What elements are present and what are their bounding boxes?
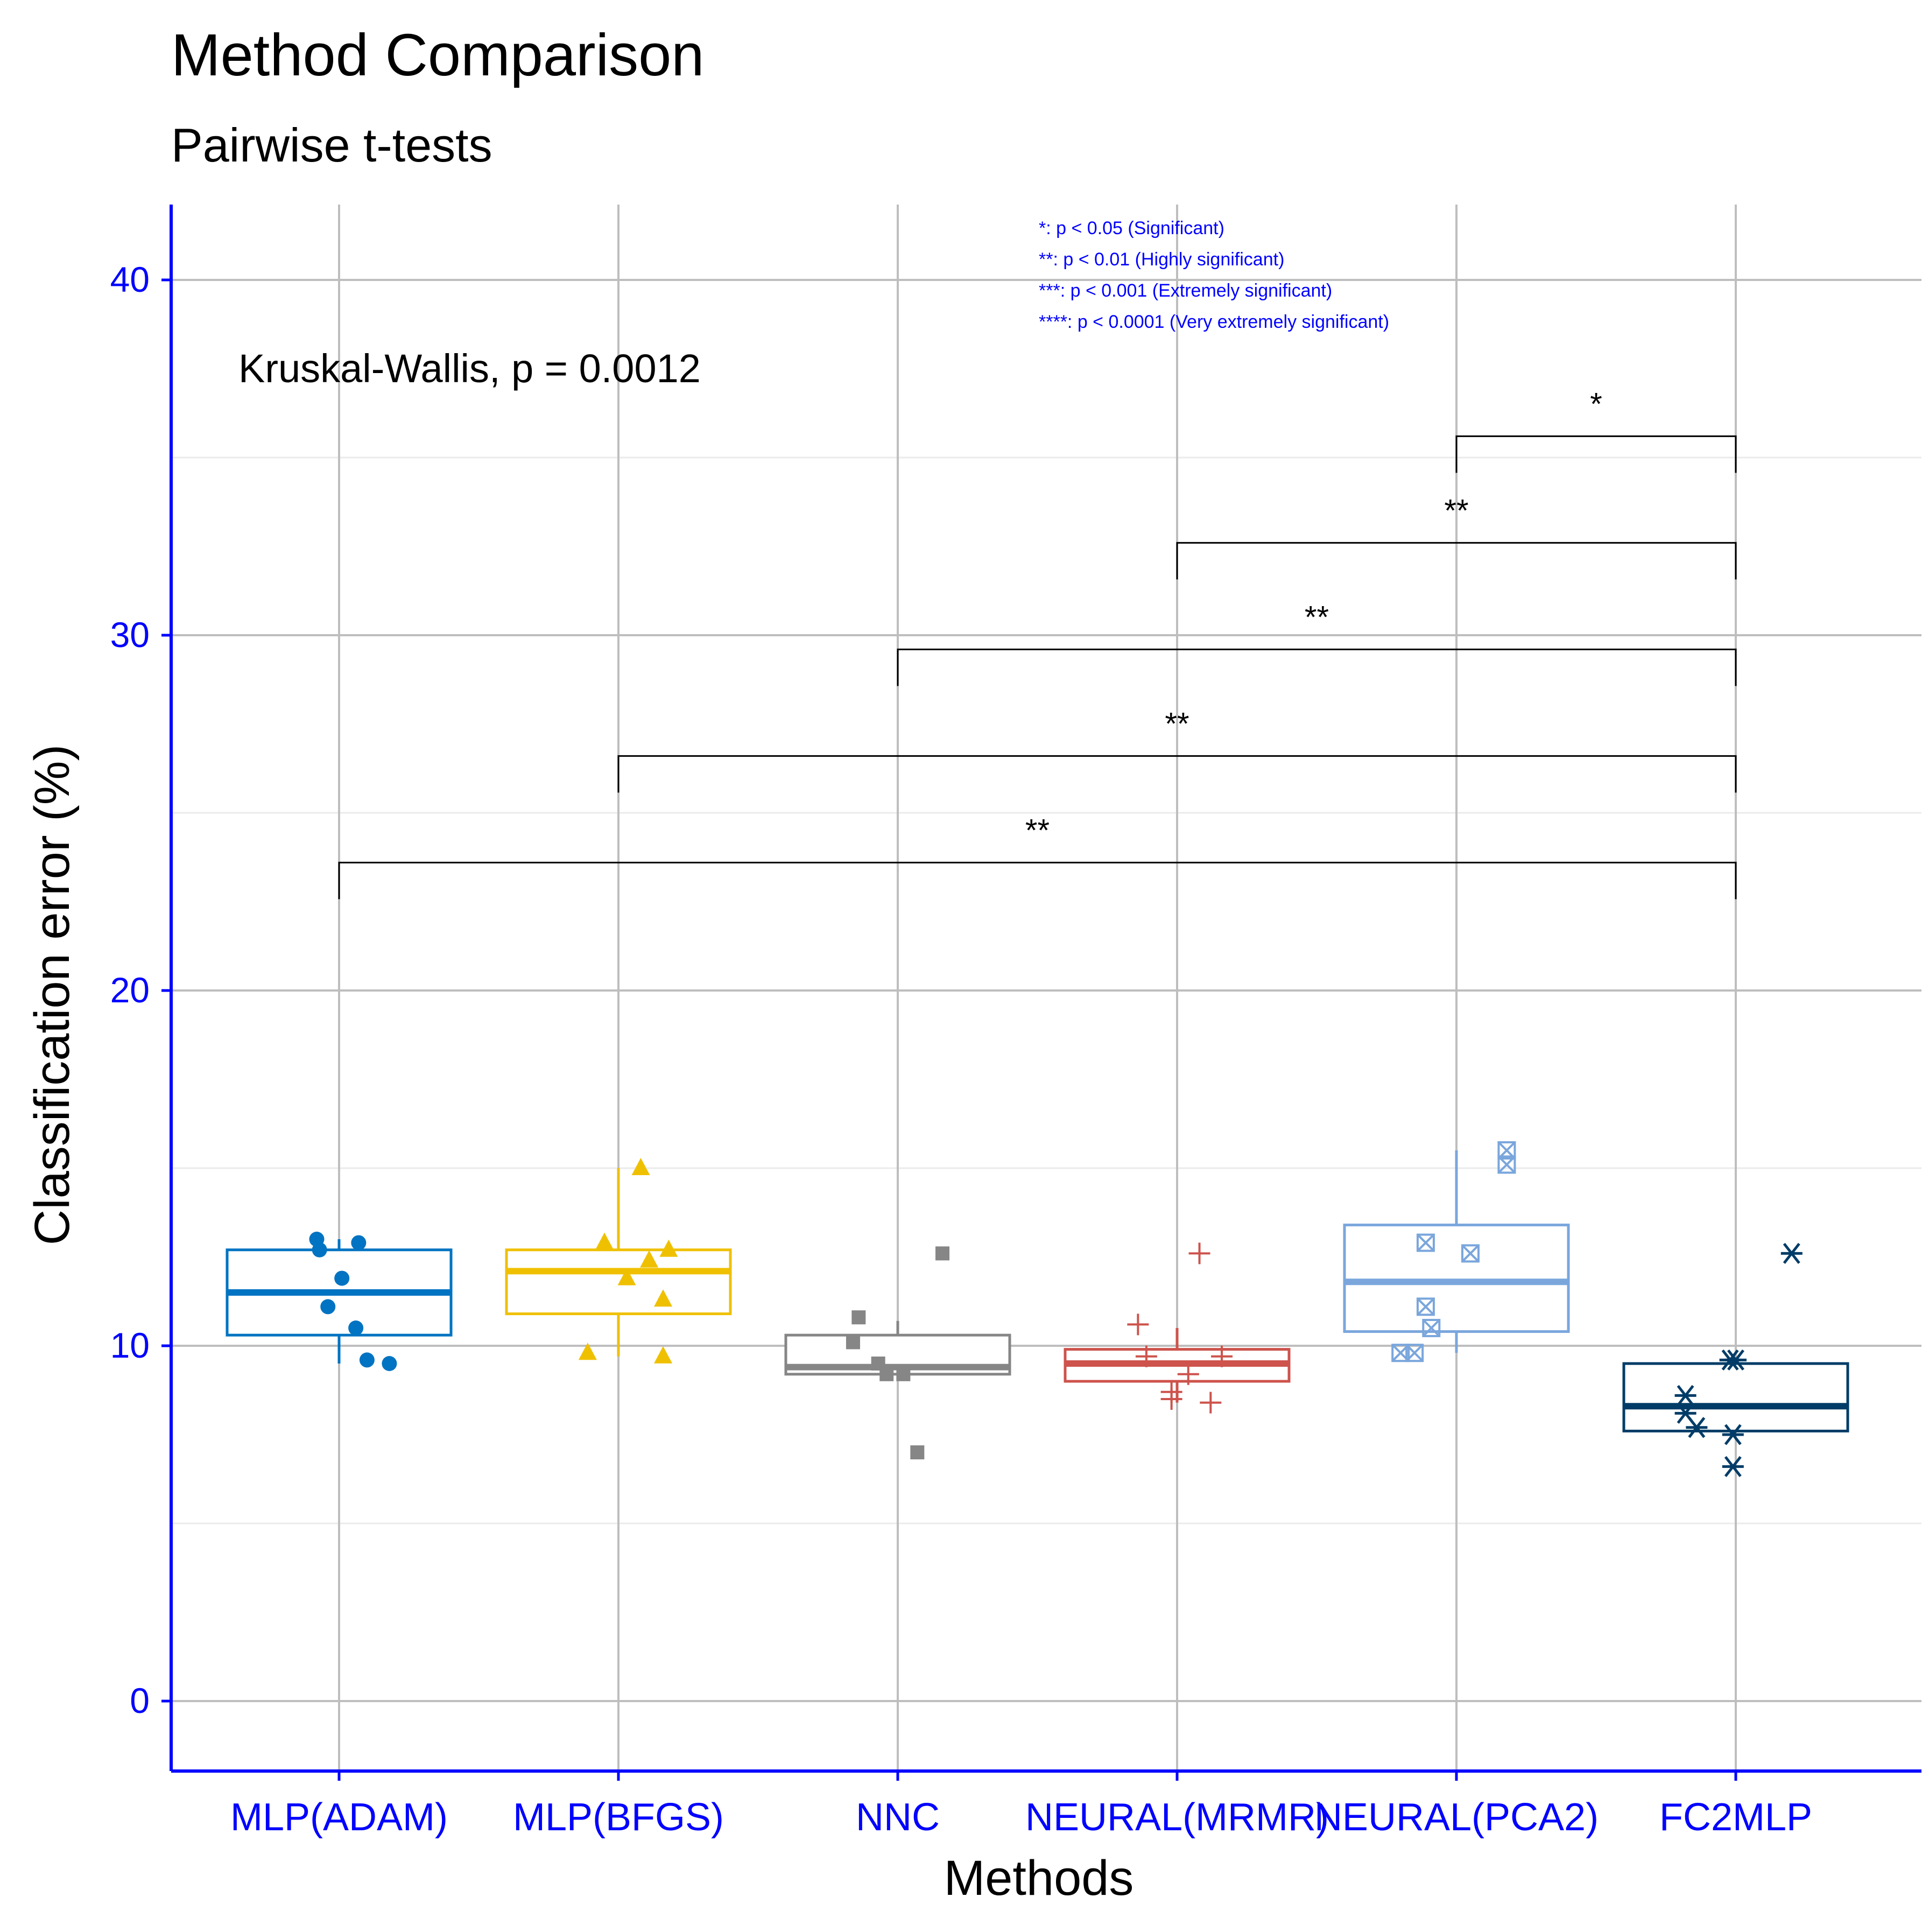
- data-point: [1725, 1349, 1747, 1371]
- data-point: [654, 1346, 673, 1364]
- data-point: [320, 1299, 336, 1315]
- data-point: [1686, 1417, 1708, 1438]
- bracket-line: [1176, 542, 1737, 580]
- data-point: [935, 1246, 950, 1261]
- point-layer: [309, 1141, 1803, 1477]
- legend-line: ***: p < 0.001 (Extremely significant): [1039, 280, 1332, 301]
- x-tick-label: NEURAL(MRMR): [1025, 1796, 1329, 1839]
- data-point: [1674, 1385, 1696, 1406]
- significance-brackets: *********: [338, 387, 1737, 900]
- y-axis-label: Classification error (%): [25, 744, 80, 1245]
- box-iqr: [1343, 1224, 1570, 1333]
- data-point: [910, 1445, 925, 1459]
- data-point: [312, 1242, 327, 1257]
- data-point: [382, 1356, 397, 1371]
- data-point: [1211, 1345, 1233, 1367]
- bracket-label: **: [1444, 493, 1468, 528]
- data-point: [1497, 1155, 1516, 1174]
- significance-bracket: **: [1176, 493, 1737, 580]
- y-tick-label: 10: [110, 1325, 150, 1365]
- data-point: [1780, 1242, 1803, 1264]
- bracket-label: *: [1590, 387, 1602, 421]
- data-point: [1722, 1424, 1744, 1445]
- bracket-line: [1455, 435, 1737, 473]
- data-point: [846, 1335, 860, 1350]
- data-point: [1416, 1297, 1435, 1316]
- data-point: [1160, 1388, 1182, 1410]
- y-tick-label: 40: [110, 259, 150, 299]
- data-point: [1416, 1233, 1435, 1252]
- data-point: [640, 1250, 659, 1268]
- legend-line: ****: p < 0.0001 (Very extremely signifi…: [1039, 312, 1389, 332]
- significance-legend: *: p < 0.05 (Significant) **: p < 0.01 (…: [1039, 218, 1389, 332]
- data-point: [1188, 1242, 1210, 1264]
- x-tick-label: NNC: [856, 1796, 940, 1839]
- axis-layer: 0 10 20 30 40 MLP(ADAM) MLP(BFGS) NNC NEURAL(MRM…: [110, 205, 1921, 1839]
- data-point: [351, 1235, 367, 1250]
- chart-subtitle: Pairwise t-tests: [171, 118, 492, 172]
- data-point: [654, 1289, 673, 1307]
- data-point: [896, 1367, 911, 1381]
- x-axis-label: Methods: [944, 1851, 1134, 1906]
- data-point: [1405, 1344, 1424, 1362]
- significance-bracket: *: [1455, 387, 1737, 473]
- bracket-label: **: [1025, 813, 1050, 848]
- x-tick-label: FC2MLP: [1659, 1796, 1812, 1839]
- grid-layer: [171, 205, 1921, 1771]
- bracket-line: [338, 861, 1737, 900]
- x-tick-label: MLP(BFGS): [513, 1796, 724, 1839]
- legend-line: **: p < 0.01 (Highly significant): [1039, 249, 1284, 270]
- significance-bracket: **: [617, 706, 1737, 793]
- significance-bracket: **: [897, 600, 1737, 686]
- legend-line: *: p < 0.05 (Significant): [1039, 218, 1224, 238]
- kruskal-wallis-annotation: Kruskal-Wallis, p = 0.0012: [238, 346, 701, 391]
- x-tick-label: NEURAL(PCA2): [1314, 1796, 1599, 1839]
- data-point: [334, 1270, 350, 1286]
- data-point: [578, 1343, 597, 1360]
- data-point: [631, 1158, 650, 1175]
- data-point: [1177, 1363, 1199, 1385]
- data-point: [617, 1268, 636, 1285]
- chart-title: Method Comparison: [171, 22, 704, 88]
- bracket-line: [617, 755, 1737, 793]
- data-point: [659, 1239, 678, 1257]
- significance-bracket: **: [338, 813, 1737, 900]
- bracket-label: **: [1305, 600, 1329, 635]
- data-point: [348, 1320, 364, 1336]
- bracket-label: **: [1165, 706, 1189, 741]
- box-iqr: [505, 1248, 732, 1316]
- y-tick-label: 0: [130, 1681, 150, 1720]
- data-point: [1135, 1345, 1157, 1367]
- y-tick-label: 20: [110, 970, 150, 1010]
- data-point: [595, 1232, 614, 1250]
- data-point: [359, 1352, 375, 1368]
- data-point: [1200, 1392, 1222, 1414]
- data-point: [1422, 1319, 1441, 1337]
- box-iqr: [1622, 1362, 1849, 1432]
- data-point: [1461, 1244, 1480, 1263]
- data-point: [879, 1367, 894, 1381]
- y-tick-label: 30: [110, 615, 150, 655]
- bracket-line: [897, 648, 1737, 686]
- x-tick-label: MLP(ADAM): [230, 1796, 448, 1839]
- data-point: [851, 1310, 866, 1325]
- box-layer: [226, 1150, 1849, 1432]
- data-point: [1127, 1313, 1149, 1336]
- data-point: [1722, 1456, 1744, 1477]
